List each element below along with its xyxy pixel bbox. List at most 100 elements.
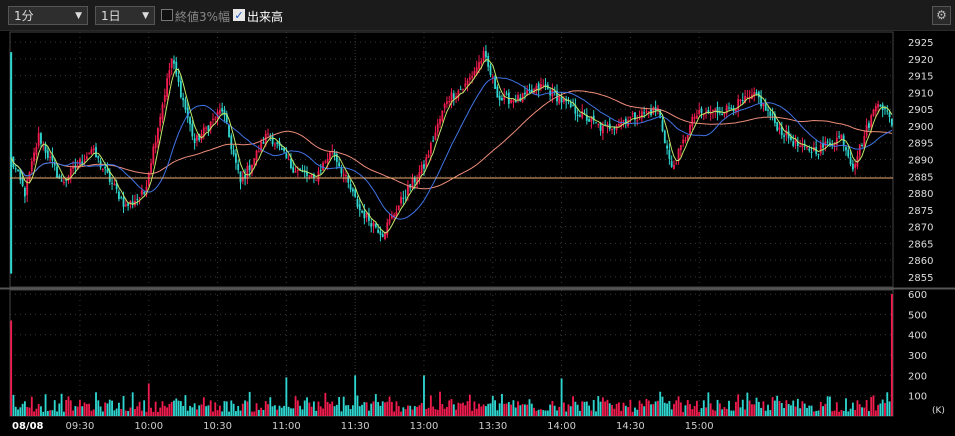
volume-bar [83,402,86,416]
candle-body [874,106,877,112]
period-select[interactable]: 1日 ▼ [95,6,155,25]
volume-bar [507,402,510,416]
volume-bar [583,401,586,416]
candle-body [659,109,662,118]
candle-body [416,178,419,185]
volume-bar [179,401,182,416]
volume-bar [161,401,164,416]
volume-bar [879,403,882,416]
candle-body [865,125,868,136]
volume-bar [255,403,258,416]
volume-bar [278,405,281,416]
volume-bar [51,410,54,416]
volume-bar [354,375,357,416]
volume-bar [826,396,829,416]
candle-body [721,113,724,115]
volume-panel-frame [9,289,894,417]
candle-body [429,142,432,154]
volume-bar [462,402,464,416]
candle-body [264,133,267,146]
candle-body [542,84,545,86]
candle-body [221,108,224,112]
volume-bar [347,405,350,416]
candle-body [67,176,70,181]
volume-bar [319,406,322,416]
candle-body [386,222,389,236]
candle-body [40,133,42,144]
candle-body [338,162,341,167]
candle-body [200,134,203,140]
candle-body [501,97,503,101]
volume-bar [106,403,109,416]
volume-bar [168,403,171,416]
volume-bar [191,407,194,416]
candle-body [851,163,854,170]
volume-bar [624,405,627,416]
chevron-down-icon: ▼ [142,11,149,21]
interval-select[interactable]: 1分 ▼ [8,6,88,25]
candle-body [193,138,196,143]
volume-bar [544,410,547,416]
volume-bar [868,411,870,416]
candle-body [95,147,97,158]
volume-bar [333,406,336,416]
volume-bar [748,400,751,416]
volume-bar [732,410,735,416]
candle-body [443,103,446,109]
volume-checkbox[interactable]: ✓ [233,9,245,22]
candle-body [489,65,492,76]
candle-body [218,110,221,114]
candle-body [441,110,444,121]
volume-bar [322,408,324,416]
volume-bar [439,391,441,416]
volume-bar [331,401,334,416]
candle-body [354,189,357,197]
candle-body [248,165,251,171]
volume-bar [189,405,191,416]
volume-bar [393,411,396,416]
volume-bar [487,403,490,416]
close3pct-checkbox[interactable] [161,9,173,21]
candle-body [81,161,84,164]
volume-bar [429,395,432,416]
candle-body [459,89,462,91]
candle-body [390,215,393,219]
candle-body [792,141,795,146]
candle-body [342,174,345,176]
candle-body [728,107,730,109]
candle-body [514,100,517,103]
x-tick-label: 10:30 [203,421,232,432]
volume-bar [253,411,256,416]
volume-bar [374,394,377,416]
volume-bar [468,394,471,416]
candle-body [656,107,659,109]
candle-body [310,174,313,178]
volume-bar [69,400,72,416]
candle-body [450,93,453,104]
volume-bar [127,411,130,416]
candle-body [712,110,714,112]
candle-body [682,139,685,144]
candle-body [397,205,400,211]
candle-body [234,153,237,163]
candle-body [819,144,822,154]
candle-body [407,185,409,196]
volume-bar [615,403,618,416]
candle-body [244,174,247,179]
volume-bar [734,401,737,416]
candle-body [161,104,164,120]
gear-icon[interactable]: ⚙ [932,6,951,25]
volume-bar [751,404,753,416]
volume-bar [223,401,226,416]
x-tick-label: 13:00 [410,421,439,432]
volume-bar [202,397,205,416]
volume-bar [28,407,31,416]
candle-body [707,109,710,113]
volume-bar [650,404,652,416]
volume-bar [863,407,866,416]
volume-bar [173,400,175,416]
candle-body [28,171,31,181]
volume-bar [874,410,877,416]
candle-body [872,109,875,116]
volume-bar [407,405,409,416]
